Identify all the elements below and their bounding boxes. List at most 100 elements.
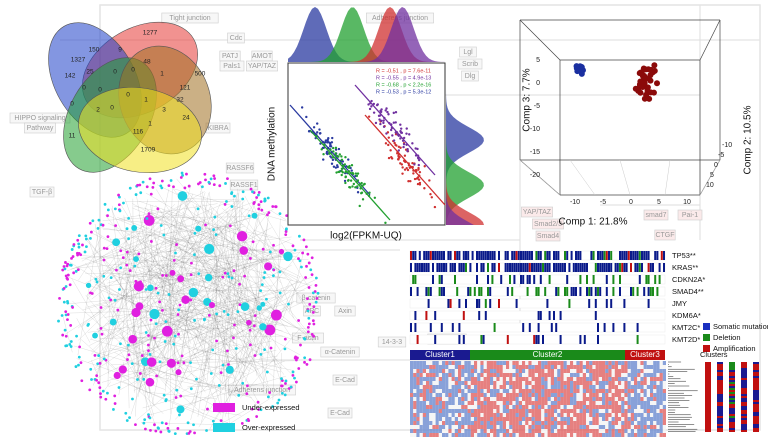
heatmap-cell	[640, 365, 644, 369]
heatmap-cell	[592, 409, 596, 413]
network-edge	[200, 274, 241, 396]
network-node	[102, 357, 106, 361]
heatmap-cell	[499, 417, 503, 421]
heatmap-cell	[464, 397, 468, 401]
network-node	[274, 205, 278, 209]
network-edge	[126, 219, 201, 350]
network-node	[115, 268, 118, 272]
network-node	[251, 190, 254, 194]
heatmap-cell	[474, 397, 478, 401]
heatmap-cell	[496, 373, 500, 377]
pathway-label: Smad4	[537, 233, 559, 240]
heatmap-cell	[445, 365, 449, 369]
mutation-cell	[608, 263, 610, 272]
gene-label: CDKN2A*	[672, 275, 705, 284]
heatmap-cell	[451, 433, 455, 437]
network-edge	[233, 258, 309, 260]
network-edge	[98, 198, 235, 259]
scatter-point	[403, 168, 407, 171]
mutation-cell	[423, 263, 426, 272]
heatmap-cell	[413, 433, 417, 437]
scatter-point	[399, 129, 402, 133]
heatmap-cell	[563, 429, 567, 433]
heatmap-cell	[637, 361, 641, 365]
mutation-row	[409, 310, 666, 321]
cluster-column	[729, 370, 735, 372]
gene-label: KRAS**	[672, 263, 698, 272]
heatmap-cell	[541, 369, 545, 373]
heatmap-cell	[650, 409, 654, 413]
mutation-cell	[619, 263, 621, 272]
heatmap-cell	[656, 369, 660, 373]
scatter-point	[356, 172, 360, 175]
network-node	[257, 305, 261, 308]
pca-point	[654, 80, 661, 87]
network-edge	[222, 254, 233, 313]
mutation-cell	[458, 251, 461, 260]
heatmap-cell	[650, 361, 654, 365]
heatmap-cell	[493, 425, 497, 429]
heatmap-cell	[573, 365, 577, 369]
heatmap-cell	[602, 389, 606, 393]
network-edge	[149, 297, 207, 343]
network-node	[315, 296, 319, 300]
cluster-column	[741, 362, 747, 364]
heatmap-cell	[419, 361, 423, 365]
legend-label: Amplification	[713, 344, 756, 353]
heatmap-cell	[426, 429, 430, 433]
cluster-column	[729, 404, 735, 406]
pathway-label: E-Cad	[330, 410, 350, 417]
heatmap-cell	[461, 397, 465, 401]
scatter-point	[382, 121, 385, 125]
heatmap-cell	[627, 381, 631, 385]
heatmap-cell	[509, 381, 513, 385]
heatmap-cell	[534, 389, 538, 393]
heatmap-cell	[493, 385, 497, 389]
mutation-cell	[546, 263, 549, 272]
scatter-point	[322, 158, 325, 161]
network-edge	[101, 305, 266, 329]
mutation-cell	[458, 323, 461, 332]
z-tick-label: 5	[536, 57, 540, 64]
network-node	[99, 306, 103, 309]
network-node	[298, 234, 301, 238]
scatter-point	[336, 165, 339, 169]
heatmap-cell	[448, 393, 452, 397]
heatmap-cell	[582, 429, 586, 433]
heatmap-cell	[438, 413, 442, 417]
network-node	[92, 332, 98, 339]
network-edge	[97, 328, 110, 375]
network-node	[302, 238, 306, 242]
scatter-point	[344, 175, 347, 178]
heatmap-cell	[541, 433, 545, 437]
cluster-column	[741, 396, 747, 398]
network-node	[259, 408, 263, 412]
mutation-cell	[476, 263, 478, 272]
heatmap-cell	[512, 385, 516, 389]
mutation-cell	[456, 287, 459, 296]
network-edge	[213, 203, 221, 218]
venn-count: 1	[160, 71, 164, 78]
network-node	[104, 397, 108, 401]
heatmap-cell	[659, 397, 663, 401]
network-node	[140, 354, 144, 357]
mutation-cell	[616, 263, 619, 272]
heatmap-cell	[467, 365, 471, 369]
cluster-column	[705, 398, 711, 400]
cluster-column	[729, 406, 735, 408]
heatmap-cell	[467, 389, 471, 393]
network-node	[224, 182, 227, 185]
network-edge	[197, 212, 229, 417]
heatmap-cell	[646, 433, 650, 437]
heatmap-cell	[544, 381, 548, 385]
heatmap-cell	[595, 385, 599, 389]
mutation-cell	[619, 251, 621, 260]
heatmap-cell	[605, 401, 609, 405]
heatmap-cell	[483, 405, 487, 409]
network-edge	[222, 349, 277, 364]
heatmap-cell	[496, 433, 500, 437]
mutation-cell	[581, 263, 584, 272]
heatmap-cell	[598, 365, 602, 369]
heatmap-cell	[522, 429, 526, 433]
network-edge	[191, 383, 199, 404]
